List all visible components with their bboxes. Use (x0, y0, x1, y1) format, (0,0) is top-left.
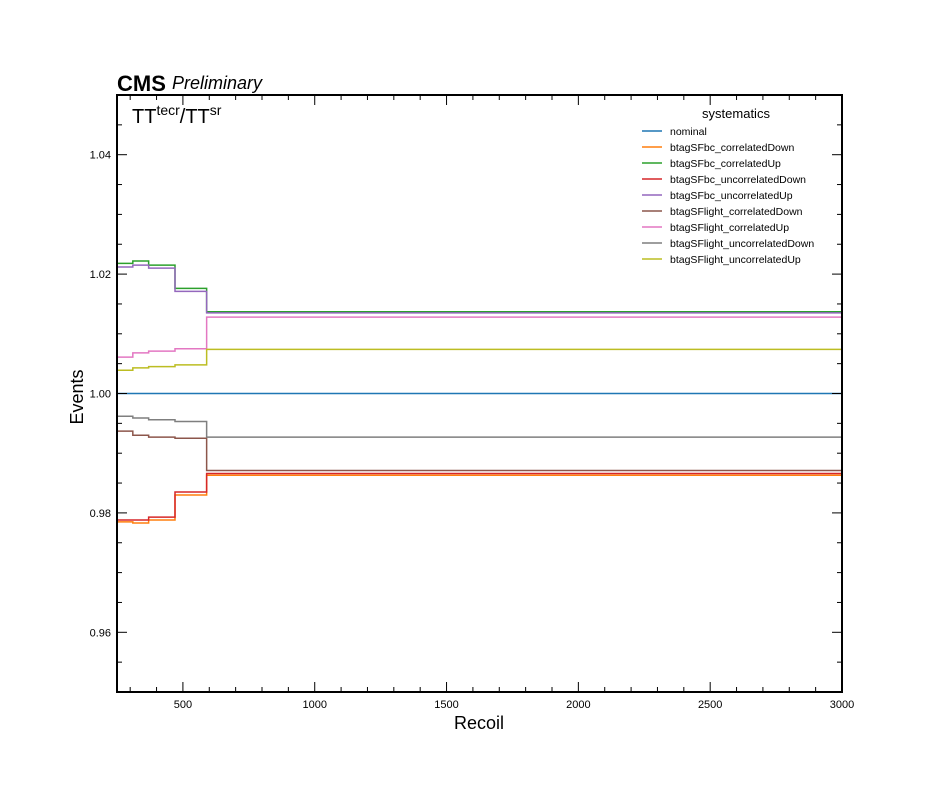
legend-label: btagSFlight_uncorrelatedDown (670, 238, 814, 250)
legend-label: btagSFlight_correlatedDown (670, 206, 803, 218)
series-line-3 (117, 472, 842, 521)
annotation-base-1: TT (132, 106, 156, 128)
legend: systematics nominal btagSFbc_correlatedDo… (642, 106, 814, 266)
series-layer (117, 260, 842, 524)
annotation-base-2: TT (185, 106, 209, 128)
series-line-5 (117, 430, 842, 472)
ratio-annotation: TTtecr/TTsr (132, 102, 222, 128)
x-tick-label: 1500 (434, 699, 458, 711)
series-line-4 (117, 264, 842, 314)
legend-label: btagSFlight_correlatedUp (670, 222, 789, 234)
annotation-sup-2: sr (210, 102, 222, 118)
legend-label: btagSFlight_uncorrelatedUp (670, 254, 801, 266)
tick-layer: 500 1000 1500 2000 2500 3000 0.96 0.98 1.00 1.02 1… (90, 95, 854, 711)
x-tick-label: 2000 (566, 699, 590, 711)
legend-label: nominal (670, 126, 707, 138)
y-tick-label: 0.96 (90, 627, 111, 639)
y-tick-label: 1.02 (90, 269, 111, 281)
y-tick-label: 0.98 (90, 508, 111, 520)
legend-label: btagSFbc_uncorrelatedUp (670, 190, 793, 202)
axes-frame (116, 94, 843, 693)
y-tick-label: 1.04 (90, 150, 111, 162)
annotation-sep: / (180, 106, 186, 128)
legend-label: btagSFbc_uncorrelatedDown (670, 174, 806, 186)
series-line-7 (117, 415, 842, 438)
status-label: Preliminary (172, 73, 263, 93)
y-axis-label: Events (67, 369, 87, 424)
legend-label: btagSFbc_correlatedDown (670, 142, 794, 154)
series-line-6 (117, 316, 842, 358)
x-axis-label: Recoil (454, 713, 504, 733)
legend-entries: nominal btagSFbc_correlatedDown btagSFbc_c… (642, 126, 814, 266)
x-tick-label: 2500 (698, 699, 722, 711)
x-tick-label: 1000 (302, 699, 326, 711)
annotation-sup-1: tecr (156, 102, 180, 118)
series-line-1 (117, 474, 842, 524)
legend-label: btagSFbc_correlatedUp (670, 158, 781, 170)
series-line-2 (117, 260, 842, 313)
y-tick-label: 1.00 (90, 389, 111, 401)
series-line-8 (117, 348, 842, 371)
x-tick-label: 500 (174, 699, 192, 711)
x-tick-label: 3000 (830, 699, 854, 711)
experiment-label: CMS (117, 71, 166, 96)
legend-title: systematics (702, 106, 770, 121)
